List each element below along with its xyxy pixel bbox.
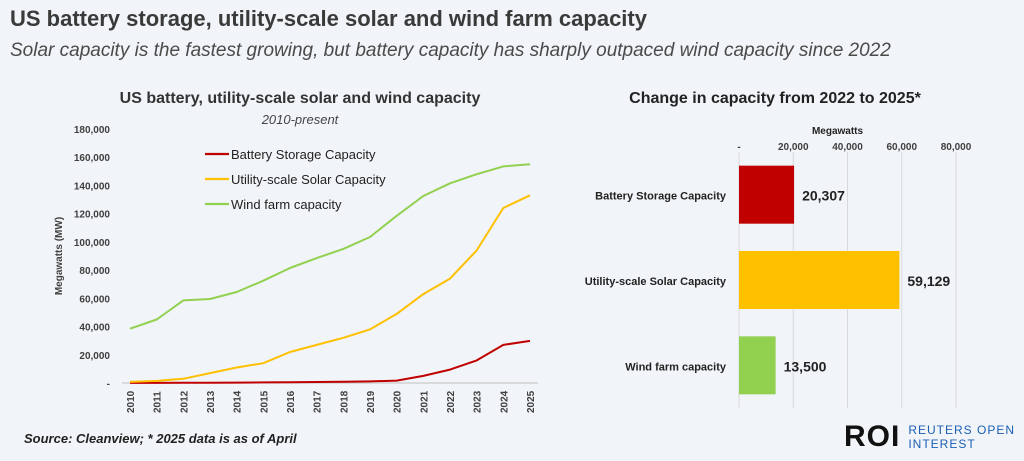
x-tick-label: 2021	[419, 390, 430, 413]
bar-solar	[739, 251, 900, 309]
page-title: US battery storage, utility-scale solar …	[10, 6, 647, 31]
roi-logo: ROI REUTERS OPEN INTEREST	[844, 420, 1015, 454]
x-tick-label: 2022	[446, 390, 457, 413]
bar-category-label: Battery Storage Capacity	[595, 191, 727, 203]
x-tick-label: 2016	[286, 390, 297, 413]
bar-value-label: 20,307	[802, 188, 845, 204]
y-tick-label: 40,000	[79, 323, 110, 334]
y-tick-label: -	[107, 379, 110, 390]
bar-x-tick-label: -	[737, 142, 740, 153]
line-chart-subtitle: 2010-present	[261, 112, 340, 127]
y-tick-label: 20,000	[79, 351, 110, 362]
bar-x-tick-label: 80,000	[941, 142, 972, 153]
x-tick-label: 2020	[393, 390, 404, 413]
y-tick-label: 100,000	[74, 238, 111, 249]
source-note: Source: Cleanview; * 2025 data is as of …	[24, 431, 297, 446]
legend-label-solar: Utility-scale Solar Capacity	[231, 172, 386, 187]
y-tick-label: 80,000	[79, 266, 110, 277]
bar-category-label: Utility-scale Solar Capacity	[585, 276, 727, 288]
legend-label-wind: Wind farm capacity	[231, 197, 342, 212]
x-tick-label: 2011	[153, 391, 164, 413]
bar-x-axis-label: Megawatts	[812, 126, 864, 137]
x-tick-label: 2023	[473, 390, 484, 413]
bar-x-tick-label: 20,000	[778, 142, 809, 153]
y-axis-label: Megawatts (MW)	[54, 217, 65, 295]
logo-text: REUTERS OPEN INTEREST	[908, 423, 1015, 451]
series-line-battery	[130, 339, 531, 384]
logo-line-1: REUTERS OPEN	[908, 423, 1016, 437]
series-line-wind	[129, 163, 531, 330]
y-tick-label: 140,000	[74, 181, 111, 192]
bar-chart-title: Change in capacity from 2022 to 2025*	[629, 90, 921, 107]
bar-x-tick-label: 40,000	[832, 142, 863, 153]
x-tick-label: 2010	[126, 390, 137, 413]
line-chart-title: US battery, utility-scale solar and wind…	[120, 90, 481, 107]
y-tick-label: 120,000	[74, 210, 111, 221]
x-tick-label: 2013	[206, 390, 217, 413]
x-tick-label: 2025	[526, 390, 537, 413]
logo-mark: ROI	[844, 420, 901, 453]
bar-category-label: Wind farm capacity	[625, 361, 727, 373]
series-line-solar	[129, 194, 531, 383]
bar-value-label: 59,129	[907, 273, 950, 289]
y-tick-label: 60,000	[79, 294, 110, 305]
bar-x-tick-label: 60,000	[886, 142, 917, 153]
logo-line-2: INTEREST	[908, 437, 976, 451]
page-subtitle: Solar capacity is the fastest growing, b…	[10, 40, 891, 61]
x-tick-label: 2018	[339, 390, 350, 413]
x-tick-label: 2017	[313, 390, 324, 413]
legend-label-battery: Battery Storage Capacity	[231, 147, 376, 162]
bar-battery	[739, 165, 795, 224]
y-tick-label: 160,000	[74, 153, 111, 164]
bar-wind	[739, 336, 776, 395]
x-tick-label: 2012	[179, 390, 190, 413]
x-tick-label: 2019	[366, 390, 377, 413]
x-tick-label: 2014	[233, 390, 244, 413]
bar-value-label: 13,500	[784, 358, 827, 374]
x-tick-label: 2024	[499, 390, 510, 413]
y-tick-label: 180,000	[74, 125, 111, 136]
x-tick-label: 2015	[259, 390, 270, 413]
